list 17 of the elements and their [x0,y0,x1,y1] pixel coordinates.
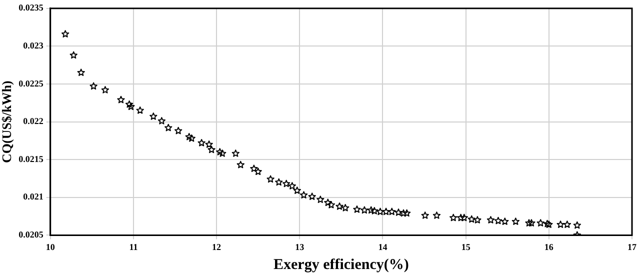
y-tick-label: 0.023 [23,40,44,51]
y-tick-label: 0.0215 [18,154,44,164]
y-tick-label: 0.0225 [18,78,44,88]
x-tick-label: 17 [628,242,637,252]
x-tick-label: 13 [295,242,305,252]
y-tick-label: 0.0205 [18,230,44,240]
y-axis-title: CQ(US$/kWh) [0,80,14,163]
x-tick-label: 11 [129,242,138,252]
y-tick-label: 0.0235 [18,2,44,13]
x-tick-label: 16 [544,242,554,252]
x-axis-title: Exergy efficiency(%) [273,256,409,273]
x-tick-label: 12 [212,242,222,252]
y-tick-label: 0.022 [23,116,44,126]
x-tick-label: 14 [378,242,388,252]
x-tick-label: 10 [46,242,56,252]
x-tick-label: 15 [461,242,471,252]
y-tick-label: 0.021 [23,192,44,202]
